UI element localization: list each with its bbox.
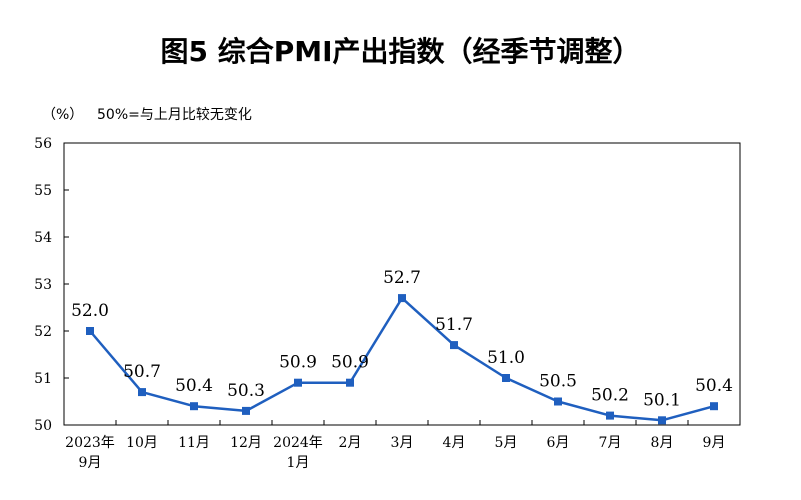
x-tick-label: 3月 xyxy=(391,435,414,451)
data-point xyxy=(710,402,718,411)
x-tick-label: 7月 xyxy=(599,435,622,451)
reference-note: 50%=与上月比较无变化 xyxy=(97,107,252,123)
data-point xyxy=(190,402,198,411)
y-axis-unit-label: （%） xyxy=(42,107,84,123)
data-label: 50.2 xyxy=(591,386,629,406)
data-point xyxy=(450,341,458,350)
x-tick-label: 9月 xyxy=(703,435,726,451)
data-label: 50.9 xyxy=(331,353,369,373)
data-label: 51.7 xyxy=(435,315,473,335)
x-tick-label: 2月 xyxy=(339,435,362,451)
data-label: 50.1 xyxy=(643,390,681,410)
x-tick-label: 10月 xyxy=(126,435,158,451)
y-tick-label: 56 xyxy=(34,136,52,152)
data-point xyxy=(86,327,94,335)
data-point xyxy=(398,294,406,303)
y-tick-label: 54 xyxy=(34,230,52,246)
data-label: 50.4 xyxy=(175,376,213,396)
y-tick-label: 50 xyxy=(34,418,52,434)
x-tick-label: 12月 xyxy=(230,435,262,451)
data-point xyxy=(242,406,250,415)
data-point xyxy=(346,378,354,387)
x-tick-label: 4月 xyxy=(443,435,466,451)
data-label: 50.5 xyxy=(539,372,577,392)
x-tick-label: 6月 xyxy=(547,435,570,451)
y-tick-label: 55 xyxy=(34,183,52,199)
data-label: 52.7 xyxy=(383,268,421,288)
x-tick-label: 8月 xyxy=(651,435,674,451)
x-tick-label: 2024年 xyxy=(273,435,323,451)
data-point xyxy=(294,378,302,387)
data-point xyxy=(554,397,562,406)
x-tick-label: 2023年 xyxy=(65,435,115,451)
data-label: 50.9 xyxy=(279,353,317,373)
data-label: 52.0 xyxy=(71,301,109,321)
chart-title: 图5 综合PMI产出指数（经季节调整） xyxy=(160,35,641,68)
y-tick-label: 52 xyxy=(34,324,52,340)
y-tick-label: 53 xyxy=(34,277,52,293)
x-tick-label: 9月 xyxy=(79,455,102,471)
data-label: 50.3 xyxy=(227,381,265,401)
data-point xyxy=(658,416,666,425)
data-label: 50.4 xyxy=(695,376,733,396)
data-label: 51.0 xyxy=(487,348,525,368)
x-tick-label: 11月 xyxy=(178,435,210,451)
data-point xyxy=(502,374,510,382)
x-tick-label: 1月 xyxy=(287,455,310,471)
y-tick-label: 51 xyxy=(34,371,52,387)
data-point xyxy=(138,388,146,397)
data-point xyxy=(606,411,614,420)
x-tick-label: 5月 xyxy=(495,435,518,451)
data-label: 50.7 xyxy=(123,362,161,382)
